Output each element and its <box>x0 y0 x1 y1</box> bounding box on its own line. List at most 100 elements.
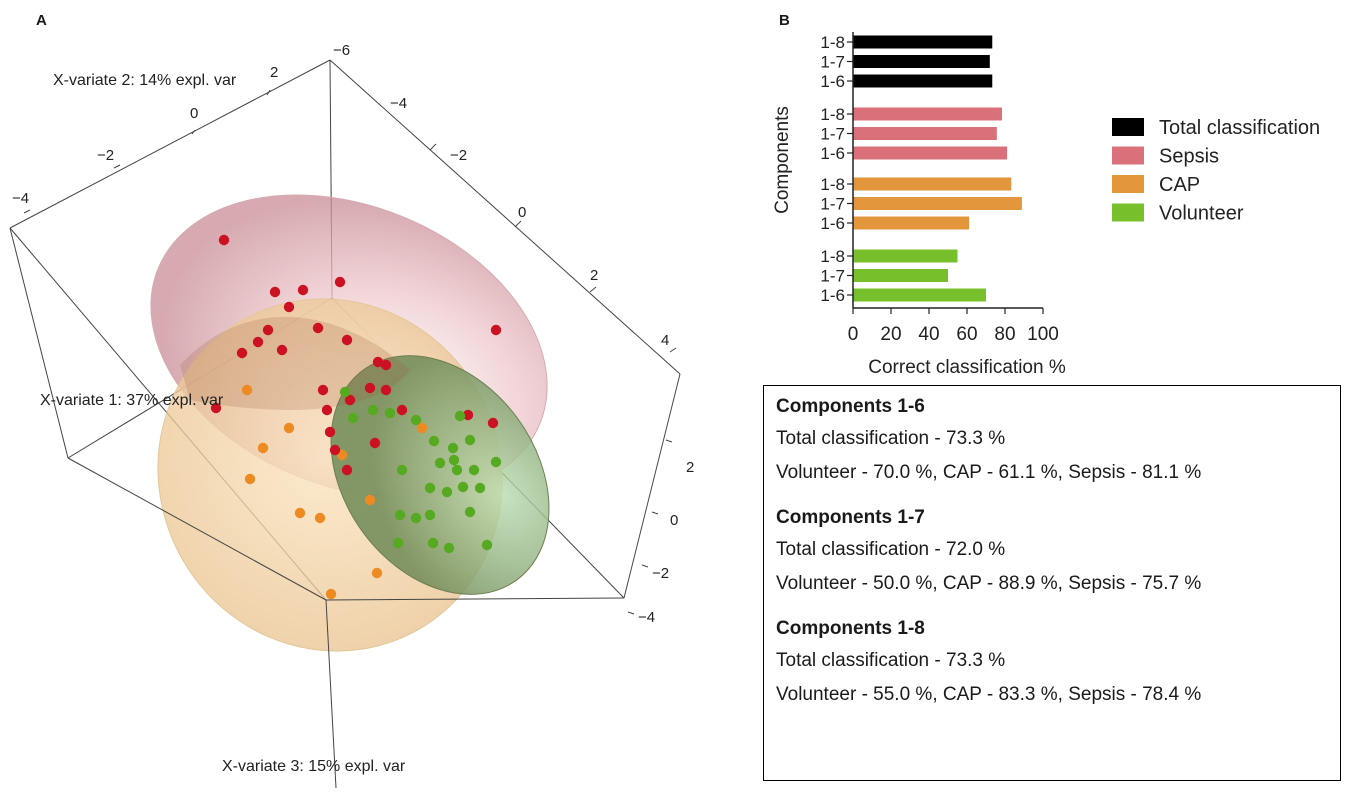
volunteer-point <box>347 412 359 424</box>
summary-detail: Volunteer - 55.0 %, CAP - 83.3 %, Sepsis… <box>776 684 1202 705</box>
legend-label: CAP <box>1159 174 1200 196</box>
sepsis-point <box>262 324 274 336</box>
sepsis-point <box>269 286 281 298</box>
cap-point <box>283 422 295 434</box>
x-axis-title: Correct classification % <box>868 357 1066 378</box>
bar-cap-1-6 <box>853 216 970 230</box>
group-ellipsoids <box>150 194 550 652</box>
volunteer-point <box>448 454 460 466</box>
y-tick-label: 1-6 <box>820 72 845 91</box>
x-tick-label: 20 <box>880 324 901 345</box>
volunteer-point <box>464 506 476 518</box>
sepsis-point <box>236 347 248 359</box>
sepsis-point <box>218 234 230 246</box>
sepsis-point <box>396 404 408 416</box>
x2-tick-0: 0 <box>190 105 198 122</box>
y-tick-label: 1-8 <box>820 175 845 194</box>
volunteer-point <box>454 410 466 422</box>
depth-tick-0: 0 <box>518 204 526 221</box>
volunteer-point <box>427 537 439 549</box>
panel-b-letter: B <box>779 12 790 29</box>
sepsis-point <box>312 322 324 334</box>
bar-total-classification-1-8 <box>853 35 993 49</box>
volunteer-point <box>441 486 453 498</box>
legend: Total classification Sepsis CAP Volunteer <box>1112 117 1320 225</box>
cap-point <box>325 588 337 600</box>
volunteer-point <box>384 407 396 419</box>
bar-sepsis-1-6 <box>853 146 1008 160</box>
legend-label: Volunteer <box>1159 203 1244 225</box>
summary-block-1-8: Components 1-8 Total classification - 73… <box>776 614 1328 712</box>
x-tick-label: 0 <box>848 324 859 345</box>
x2-tick-m4: −4 <box>12 190 29 207</box>
x2-axis-label: X-variate 2: 14% expl. var <box>53 72 237 89</box>
sepsis-point <box>341 334 353 346</box>
depth-tick-4: 4 <box>661 332 669 349</box>
x-tick-label: 80 <box>994 324 1015 345</box>
panel-a-letter: A <box>36 12 47 29</box>
volunteer-point <box>490 456 502 468</box>
x-tick-label: 60 <box>956 324 977 345</box>
y-tick-label: 1-7 <box>820 53 845 72</box>
sepsis-point <box>210 402 222 414</box>
bar-volunteer-1-8 <box>853 249 958 263</box>
x3-axis-label: X-variate 3: 15% expl. var <box>222 758 406 775</box>
x1-axis-label: X-variate 1: 37% expl. var <box>40 392 224 409</box>
summary-heading: Components 1-7 <box>776 507 925 528</box>
cap-point <box>416 422 428 434</box>
sepsis-point <box>364 382 376 394</box>
bar-volunteer-1-7 <box>853 269 948 282</box>
summary-total: Total classification - 73.3 % <box>776 650 1006 671</box>
y-tick-label: 1-6 <box>820 286 845 305</box>
summary-total: Total classification - 73.3 % <box>776 428 1006 449</box>
sepsis-point <box>317 384 329 396</box>
sepsis-point <box>334 276 346 288</box>
x2-tick-m2: −2 <box>97 147 114 164</box>
sepsis-point <box>321 404 333 416</box>
bar-total-classification-1-7 <box>853 55 990 68</box>
y-tick-label: 1-7 <box>820 195 845 214</box>
scatter-3d-plot: 2 0 −2 −4 −6 −4 −2 0 2 4 2 0 −2 −4 X-var… <box>9 42 694 789</box>
depth-tick-m6: −6 <box>333 42 350 59</box>
depth-tick-m4: −4 <box>390 95 407 112</box>
depth-tick-2: 2 <box>590 267 598 284</box>
sepsis-point <box>252 336 264 348</box>
bar-sepsis-1-7 <box>853 127 997 140</box>
volunteer-point <box>464 434 476 446</box>
bar-cap-1-7 <box>853 197 1022 210</box>
sepsis-point <box>369 437 381 449</box>
sepsis-point <box>341 464 353 476</box>
summary-detail: Volunteer - 50.0 %, CAP - 88.9 %, Sepsis… <box>776 573 1202 594</box>
sepsis-point <box>344 394 356 406</box>
bars-group <box>853 35 1022 302</box>
summary-detail: Volunteer - 70.0 %, CAP - 61.1 %, Sepsis… <box>776 462 1202 483</box>
x3-tick-0: 0 <box>670 512 678 529</box>
x-axis: 0 20 40 60 80 100 <box>847 32 1059 345</box>
sepsis-point <box>324 426 336 438</box>
volunteer-point <box>447 442 459 454</box>
sepsis-point <box>329 444 341 456</box>
bar-cap-1-8 <box>853 177 1012 191</box>
x3-tick-m4: −4 <box>638 609 655 626</box>
volunteer-point <box>424 509 436 521</box>
legend-swatch <box>1112 146 1144 165</box>
volunteer-point <box>396 464 408 476</box>
summary-total: Total classification - 72.0 % <box>776 539 1006 560</box>
cap-point <box>364 494 376 506</box>
volunteer-point <box>367 404 379 416</box>
cap-point <box>241 384 253 396</box>
volunteer-point <box>451 464 463 476</box>
y-tick-label: 1-6 <box>820 144 845 163</box>
volunteer-point <box>392 537 404 549</box>
y-tick-labels: 1-81-71-61-81-71-61-81-71-61-81-71-6 <box>820 33 845 305</box>
classification-summary-box: Components 1-6 Total classification - 73… <box>763 385 1341 781</box>
cap-point <box>314 512 326 524</box>
sepsis-point <box>297 284 309 296</box>
sepsis-point <box>283 301 295 313</box>
volunteer-point <box>424 482 436 494</box>
x2-tick-2: 2 <box>270 64 278 81</box>
volunteer-point <box>481 539 493 551</box>
legend-label: Total classification <box>1159 117 1320 139</box>
cap-point <box>244 473 256 485</box>
legend-swatch <box>1112 175 1144 193</box>
